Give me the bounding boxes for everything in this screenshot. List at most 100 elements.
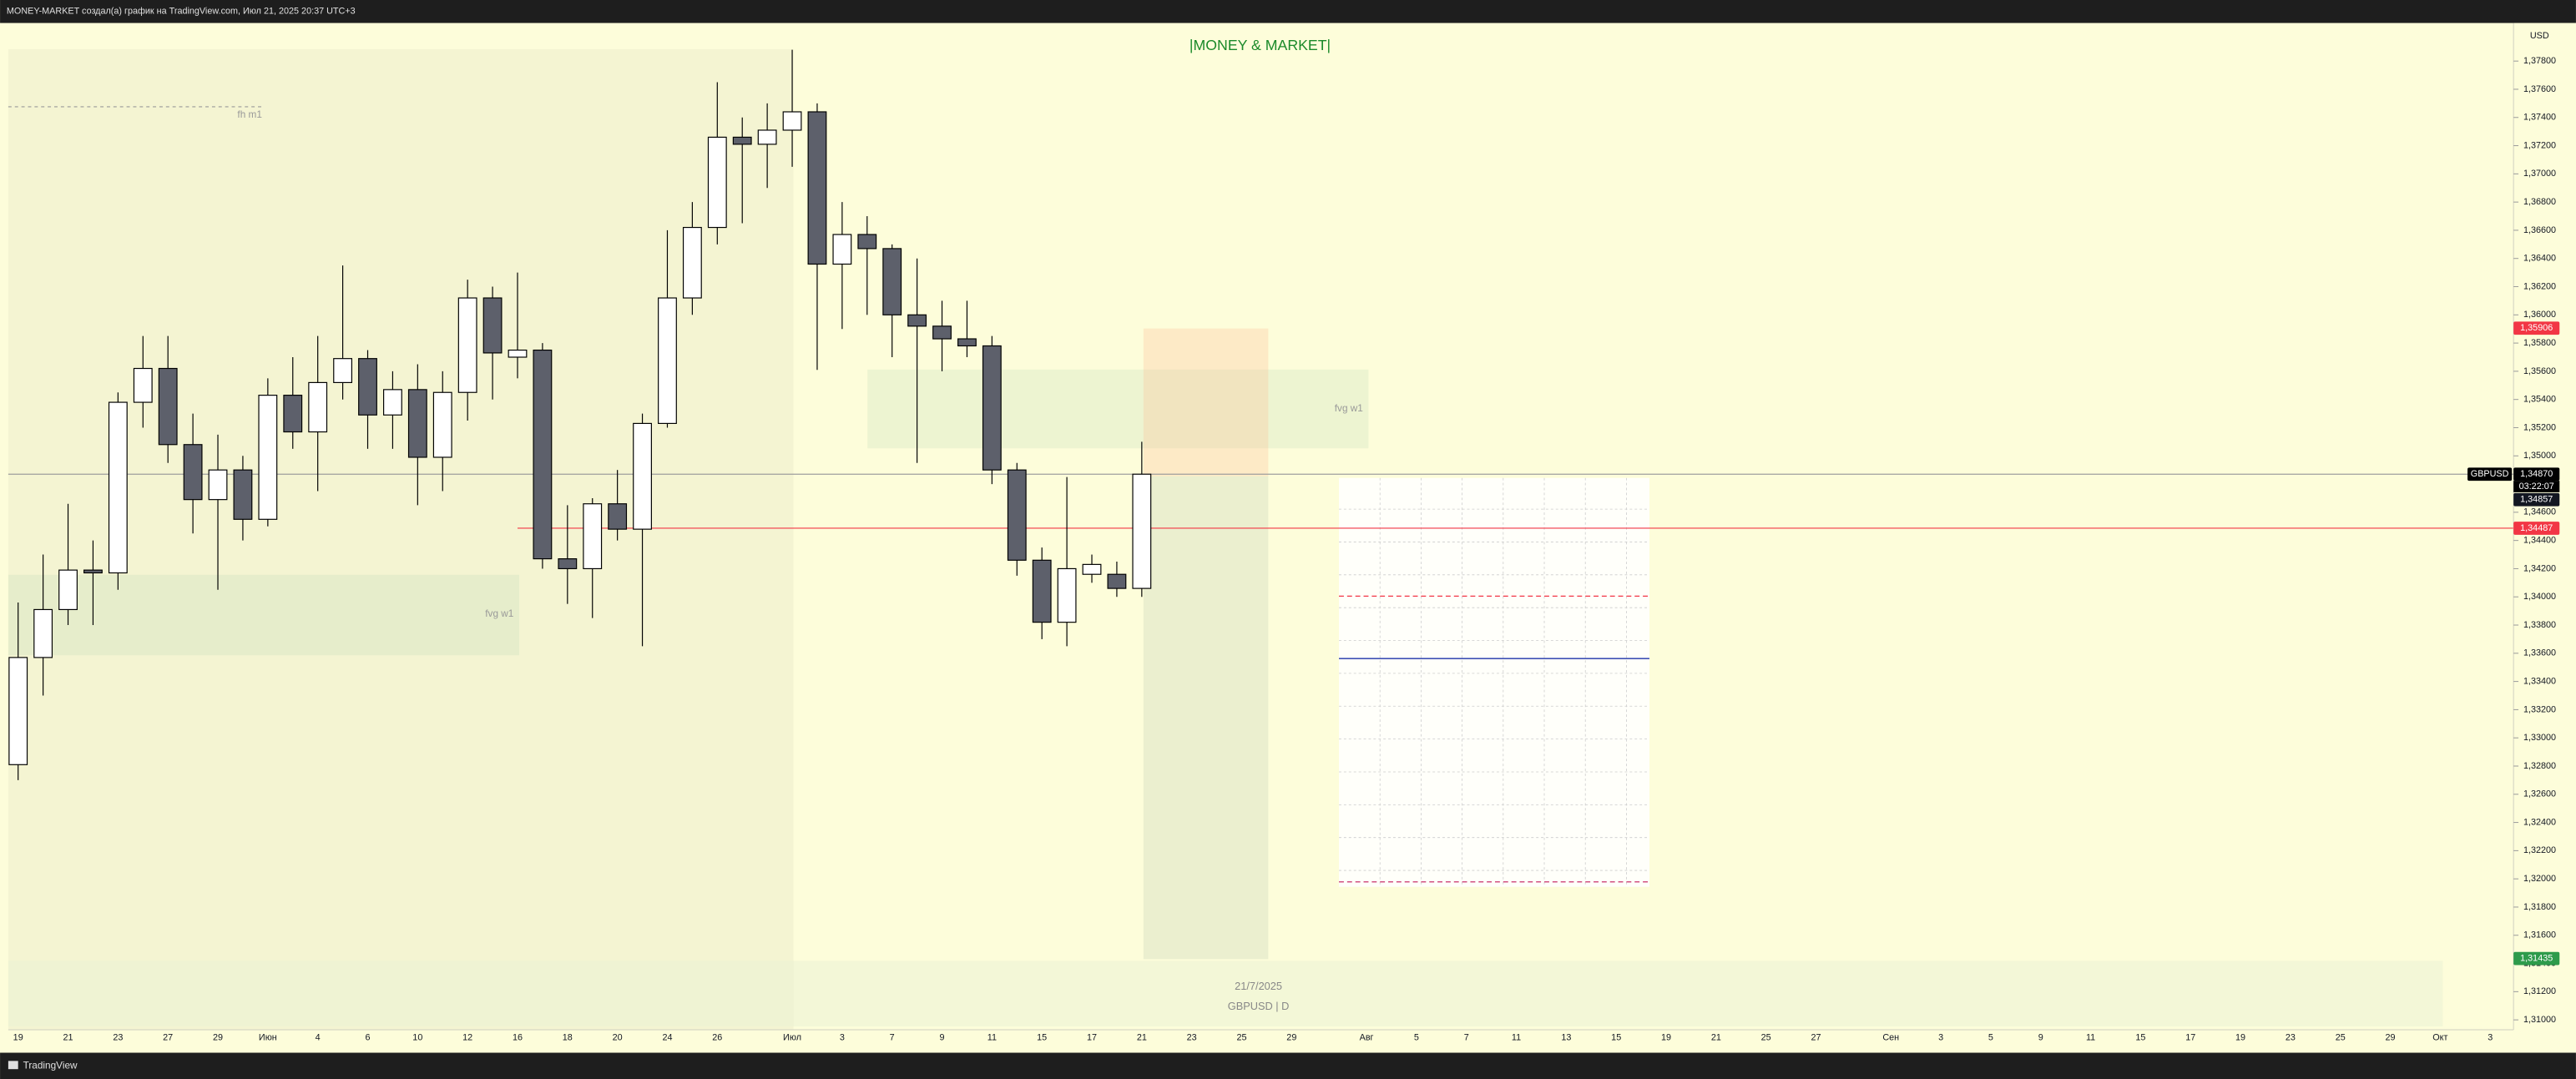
- candle-body: [882, 248, 902, 315]
- x-tick-label: 19: [13, 1033, 23, 1043]
- watermark: GBPUSD | D: [1228, 1000, 1290, 1012]
- x-tick-label: 27: [163, 1033, 173, 1043]
- y-tick-label: 1,31600: [2523, 930, 2556, 940]
- header-bar: [0, 0, 2576, 23]
- candle-body: [8, 657, 28, 765]
- x-tick-label: 26: [712, 1033, 722, 1043]
- candle-body: [982, 345, 1002, 471]
- x-tick-label: 24: [662, 1033, 672, 1043]
- x-tick-label: 23: [2286, 1033, 2296, 1043]
- candle-body: [732, 136, 752, 145]
- fvg-zone: [8, 574, 519, 656]
- x-tick-label: 4: [316, 1033, 321, 1043]
- price-flag-label: 1,34870: [2520, 469, 2553, 479]
- y-tick-label: 1,37400: [2523, 113, 2556, 123]
- y-tick-label: 1,35200: [2523, 422, 2556, 432]
- x-tick-label: Июл: [783, 1033, 801, 1043]
- y-tick-label: 1,31200: [2523, 986, 2556, 996]
- x-tick-label: 23: [1187, 1033, 1197, 1043]
- candle-body: [108, 401, 128, 574]
- candle-body: [333, 358, 353, 384]
- candle-body: [383, 389, 402, 416]
- candle-body: [233, 469, 253, 520]
- candle-body: [757, 129, 777, 145]
- y-tick-label: 1,32400: [2523, 817, 2556, 827]
- x-tick-label: 25: [1236, 1033, 1246, 1043]
- candle-body: [407, 389, 427, 458]
- price-flag-label: 1,34487: [2520, 523, 2553, 533]
- candle-body: [957, 338, 977, 347]
- x-tick-label: 15: [1037, 1033, 1047, 1043]
- x-tick-label: 21: [1711, 1033, 1721, 1043]
- candle-body: [1032, 559, 1052, 623]
- x-tick-label: 3: [840, 1033, 845, 1043]
- x-tick-label: 11: [1512, 1033, 1521, 1043]
- x-tick-label: 11: [987, 1033, 997, 1043]
- y-tick-label: 1,37200: [2523, 140, 2556, 150]
- candle-body: [658, 297, 677, 425]
- y-tick-label: 1,35600: [2523, 366, 2556, 376]
- y-tick-label: 1,36200: [2523, 281, 2556, 291]
- y-tick-label: 1,37000: [2523, 169, 2556, 179]
- candle-body: [832, 234, 852, 265]
- annotation: fh m1: [237, 108, 262, 120]
- y-tick-label: 1,32200: [2523, 845, 2556, 855]
- y-tick-label: 1,33800: [2523, 620, 2556, 630]
- candle-body: [857, 234, 877, 250]
- y-tick-label: 1,36000: [2523, 310, 2556, 320]
- candle-body: [283, 395, 303, 433]
- watermark: 21/7/2025: [1235, 980, 1282, 992]
- candle-body: [258, 395, 278, 520]
- y-tick-label: 1,33600: [2523, 648, 2556, 658]
- risk-zone: [1143, 328, 1269, 476]
- x-tick-label: 29: [213, 1033, 223, 1043]
- y-axis-panel: [2513, 23, 2576, 1053]
- y-tick-label: 1,35800: [2523, 338, 2556, 348]
- candle-body: [682, 226, 702, 299]
- countdown-box: [2513, 481, 2560, 492]
- candle-body: [482, 297, 503, 354]
- price-flag: [2513, 467, 2560, 482]
- candle-body: [58, 569, 78, 611]
- x-tick-label: 5: [1414, 1033, 1419, 1043]
- y-tick-label: 1,37600: [2523, 84, 2556, 94]
- price-flag-label: 1,34857: [2520, 495, 2553, 505]
- x-tick-label: 18: [563, 1033, 573, 1043]
- symbol-tag: [2467, 467, 2513, 482]
- price-flag-label: 1,31435: [2520, 953, 2553, 963]
- x-tick-label: 7: [890, 1033, 895, 1043]
- x-tick-label: 25: [1761, 1033, 1771, 1043]
- candle-body: [558, 558, 578, 570]
- y-tick-label: 1,34400: [2523, 536, 2556, 546]
- y-tick-label: 1,33000: [2523, 733, 2556, 743]
- price-flag: [2513, 951, 2560, 966]
- bottom-band: [8, 961, 2443, 1027]
- x-tick-label: Июн: [259, 1033, 277, 1043]
- candle-body: [432, 391, 452, 458]
- x-tick-label: Окт: [2432, 1033, 2447, 1043]
- candle-body: [158, 367, 178, 446]
- candle-body: [308, 381, 328, 433]
- footer-brand: TradingView: [23, 1059, 78, 1071]
- y-tick-label: 1,34200: [2523, 563, 2556, 573]
- x-tick-label: 23: [113, 1033, 123, 1043]
- annotation: fvg w1: [1335, 402, 1363, 414]
- candle-body: [358, 358, 377, 416]
- candle-body: [807, 111, 827, 265]
- candle-body: [33, 608, 53, 658]
- candle-body: [633, 422, 652, 530]
- candle-body: [457, 297, 477, 393]
- y-tick-label: 1,32800: [2523, 761, 2556, 771]
- y-tick-label: 1,36800: [2523, 197, 2556, 207]
- x-tick-label: 15: [2135, 1033, 2145, 1043]
- annotation: fvg w1: [485, 608, 513, 619]
- y-tick-label: 1,36400: [2523, 254, 2556, 264]
- x-tick-label: 5: [1988, 1033, 1993, 1043]
- x-tick-label: 12: [462, 1033, 472, 1043]
- x-tick-label: 13: [1561, 1033, 1571, 1043]
- x-tick-label: 21: [1137, 1033, 1147, 1043]
- x-tick-label: 19: [1661, 1033, 1671, 1043]
- y-tick-label: 1,35000: [2523, 451, 2556, 461]
- x-tick-label: 16: [513, 1033, 523, 1043]
- candle-body: [133, 367, 153, 403]
